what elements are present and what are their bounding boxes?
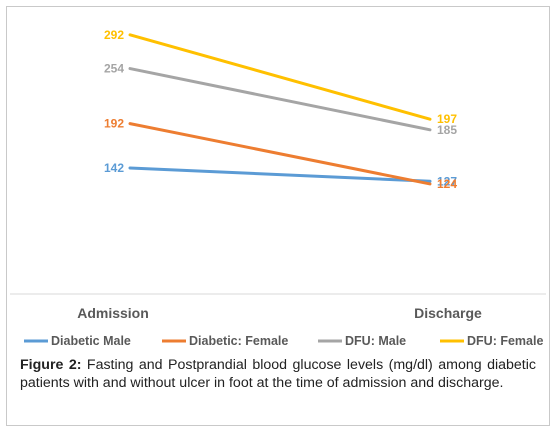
caption-label: Figure 2:	[20, 357, 82, 373]
data-label: 142	[104, 161, 124, 175]
series-line	[128, 166, 432, 183]
data-label: 185	[437, 123, 457, 137]
caption-text: Fasting and Postprandial blood glucose l…	[20, 357, 536, 391]
series-layer: 142 127 192 124 254 185 292 197	[104, 28, 457, 191]
legend-label: DFU: Female	[467, 334, 543, 348]
data-label: 127	[437, 174, 457, 188]
legend-label: Diabetic Male	[51, 334, 131, 348]
figure-caption: Figure 2: Fasting and Postprandial blood…	[20, 356, 536, 392]
category-label: Discharge	[414, 305, 482, 321]
legend: Diabetic Male Diabetic: Female DFU: Male DF…	[24, 334, 543, 348]
data-label: 192	[104, 117, 124, 131]
category-labels: Admission Discharge	[77, 305, 482, 321]
series-2: 192 124	[104, 117, 457, 191]
legend-item: Diabetic Male	[24, 334, 131, 348]
legend-item: Diabetic: Female	[162, 334, 288, 348]
series-1: 142 127	[104, 161, 457, 188]
legend-item: DFU: Male	[318, 334, 406, 348]
series-line	[128, 67, 432, 132]
category-label: Admission	[77, 305, 149, 321]
line-chart: 142 127 192 124 254 185 292 197 Admission Discha…	[10, 28, 546, 348]
series-4: 292 197	[104, 28, 457, 126]
data-label: 254	[104, 62, 124, 76]
series-3: 254 185	[104, 62, 457, 137]
legend-label: DFU: Male	[345, 334, 406, 348]
data-label: 124	[437, 177, 457, 191]
data-label: 197	[437, 112, 457, 126]
series-line	[128, 122, 432, 186]
series-line	[128, 33, 432, 121]
legend-label: Diabetic: Female	[189, 334, 288, 348]
data-label: 292	[104, 28, 124, 42]
legend-item: DFU: Female	[440, 334, 543, 348]
